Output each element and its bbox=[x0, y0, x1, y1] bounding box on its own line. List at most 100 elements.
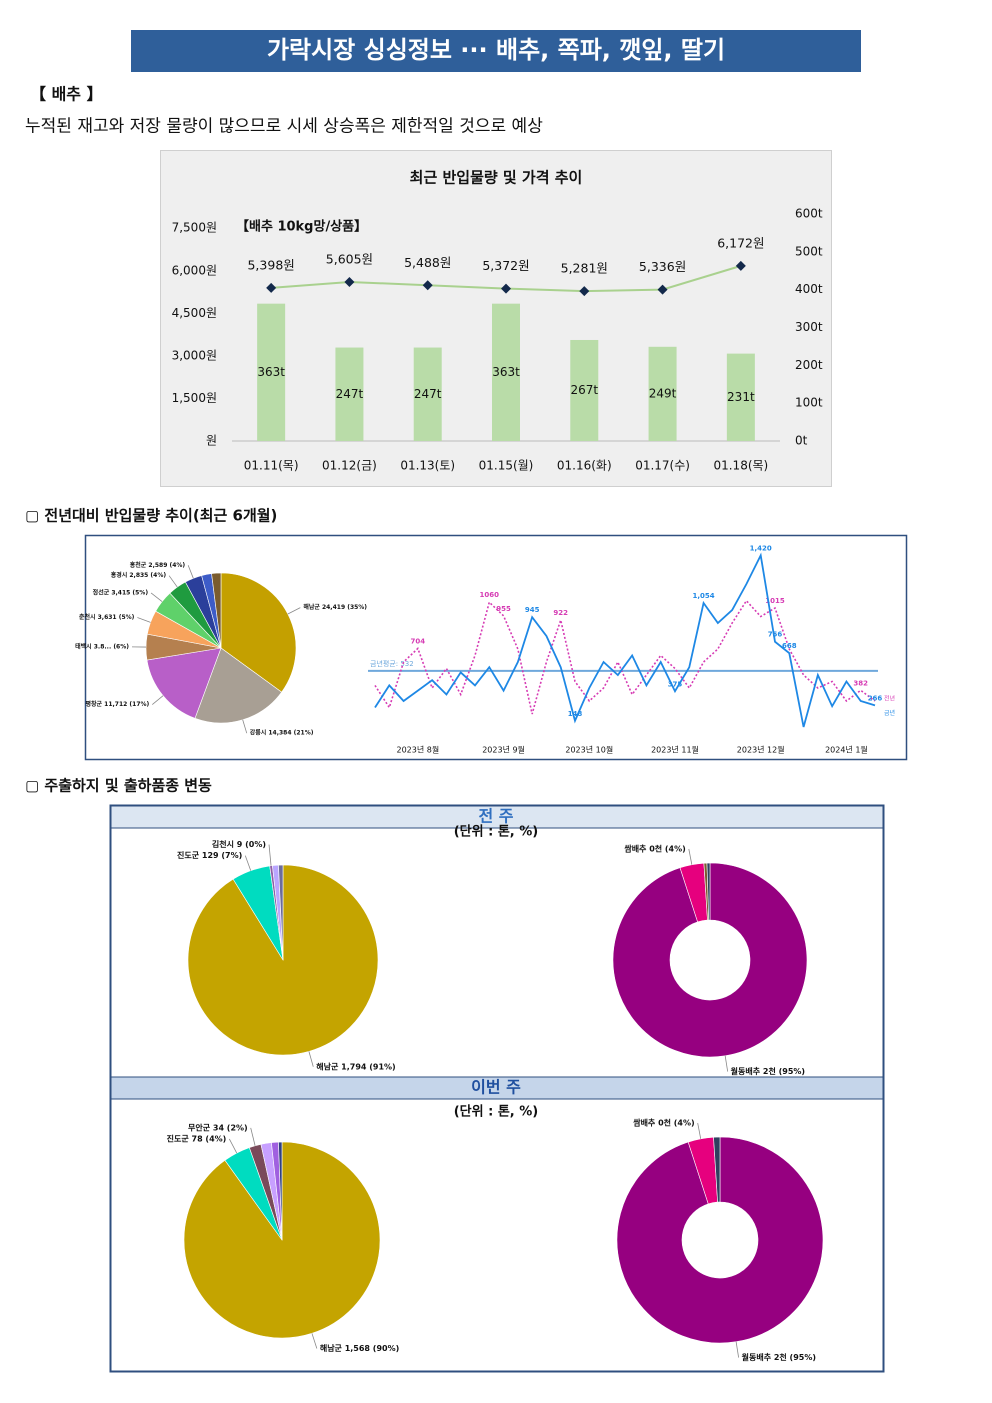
x-tick-label: 01.12(금) bbox=[322, 459, 377, 473]
y-tick-label: 7,500원 bbox=[172, 221, 217, 235]
slice-label: 쌈배추 0천 (4%) bbox=[633, 1118, 694, 1128]
bar bbox=[492, 303, 520, 441]
chart-title: 최근 반입물량 및 가격 추이 bbox=[410, 169, 583, 187]
y2-tick-label: 100t bbox=[795, 396, 823, 410]
slice-label: 진도군 129 (7%) bbox=[177, 850, 242, 860]
bar bbox=[726, 353, 755, 441]
x-tick-label: 01.11(목) bbox=[244, 459, 299, 473]
chart-subtitle: (단위 : 톤, %) bbox=[454, 824, 539, 840]
slice-label: 평창군 11,712 (17%) bbox=[86, 700, 150, 708]
data-label: 1,420 bbox=[750, 544, 772, 552]
marker bbox=[735, 260, 746, 271]
data-label: 1,054 bbox=[692, 592, 714, 600]
data-label: 922 bbox=[553, 609, 568, 617]
reference-label: 금년평균: 532 bbox=[370, 659, 414, 668]
legend-label: 금년 bbox=[884, 709, 895, 717]
pie-slice bbox=[146, 647, 222, 719]
leader-line bbox=[735, 1341, 740, 1358]
y-tick-label: 4,500원 bbox=[172, 306, 217, 320]
y2-tick-label: 400t bbox=[795, 282, 823, 296]
panel-title: 이번 주 bbox=[471, 1078, 521, 1097]
leader-line bbox=[244, 855, 252, 871]
y2-tick-label: 600t bbox=[795, 207, 823, 221]
marker bbox=[657, 284, 668, 295]
data-label: 955 bbox=[496, 605, 511, 613]
y-tick-label: 원 bbox=[206, 434, 217, 448]
y2-tick-label: 0t bbox=[795, 434, 808, 448]
panel-title: 전 주 bbox=[478, 807, 513, 826]
data-label: 5,372원 bbox=[482, 258, 529, 273]
bar bbox=[570, 339, 599, 441]
bar bbox=[257, 303, 286, 441]
data-label: 266 bbox=[868, 694, 883, 702]
bar bbox=[648, 346, 677, 441]
data-label: 756 bbox=[768, 631, 783, 639]
data-label: 363t bbox=[257, 365, 285, 379]
section-heading: ▢ 주출하지 및 출하품종 변동 bbox=[25, 777, 212, 795]
x-tick-label: 2023년 9월 bbox=[482, 745, 525, 755]
data-label: 5,281원 bbox=[561, 261, 608, 276]
leader-line bbox=[228, 1138, 238, 1154]
x-tick-label: 01.17(수) bbox=[635, 459, 690, 473]
marker bbox=[266, 282, 277, 293]
leader-line bbox=[187, 565, 194, 579]
leader-line bbox=[250, 1127, 256, 1146]
x-tick-label: 2023년 10월 bbox=[565, 745, 613, 755]
slice-label: 해남군 1,568 (90%) bbox=[320, 1343, 399, 1353]
summary: 누적된 재고와 저장 물량이 많으므로 시세 상승폭은 제한적일 것으로 예상 bbox=[25, 117, 543, 137]
page-title: 가락시장 싱싱정보 ··· 배추, 쪽파, 깻잎, 딸기 bbox=[267, 36, 725, 64]
data-label: 1060 bbox=[480, 591, 500, 599]
slice-label: 춘천시 3,631 (5%) bbox=[79, 613, 135, 621]
slice-label: 월동배추 2천 (95%) bbox=[742, 1352, 816, 1362]
data-label: 247t bbox=[414, 387, 442, 401]
y2-tick-label: 200t bbox=[795, 358, 823, 372]
leader-line bbox=[287, 607, 301, 615]
data-label: 5,398원 bbox=[247, 257, 294, 272]
slice-label: 홍경시 2,835 (4%) bbox=[111, 571, 167, 579]
data-label: 1015 bbox=[765, 597, 785, 605]
pie-slice bbox=[713, 1136, 721, 1203]
section-title: 【 배추 】 bbox=[30, 85, 103, 104]
slice-label: 진도군 78 (4%) bbox=[167, 1133, 227, 1143]
data-label: 945 bbox=[525, 606, 540, 614]
pie-slice bbox=[616, 1136, 824, 1344]
data-label: 363t bbox=[492, 365, 520, 379]
line bbox=[374, 552, 876, 728]
legend-label: 전년 bbox=[884, 695, 895, 703]
x-tick-label: 2024년 1월 bbox=[825, 745, 868, 755]
slice-label: 강릉시 14,384 (21%) bbox=[250, 729, 314, 737]
slice-label: 홍천군 2,589 (4%) bbox=[130, 561, 186, 569]
marker bbox=[344, 276, 355, 287]
slice-label: 월동배추 2천 (95%) bbox=[731, 1066, 805, 1076]
data-label: 382 bbox=[853, 679, 868, 687]
marker bbox=[579, 286, 590, 297]
slice-label: 태백시 3.8... (6%) bbox=[75, 642, 129, 650]
leader-line bbox=[242, 719, 248, 734]
data-label: 704 bbox=[411, 637, 426, 645]
leader-line bbox=[137, 617, 151, 623]
slice-label: 해남군 24,419 (35%) bbox=[303, 603, 367, 611]
y-tick-label: 6,000원 bbox=[172, 263, 217, 277]
x-tick-label: 2023년 11월 bbox=[651, 745, 699, 755]
chart-subtitle: (단위 : 톤, %) bbox=[454, 1104, 539, 1120]
data-label: 5,605원 bbox=[326, 251, 373, 266]
line bbox=[374, 599, 876, 715]
pie-slice bbox=[278, 864, 284, 961]
leader-line bbox=[311, 1333, 318, 1349]
leader-line bbox=[150, 592, 163, 602]
y2-tick-label: 300t bbox=[795, 320, 823, 334]
leader-line bbox=[697, 1123, 702, 1139]
data-label: 375 bbox=[668, 680, 683, 688]
y-tick-label: 3,000원 bbox=[172, 348, 217, 362]
pie-slice bbox=[211, 572, 222, 649]
pie-slice bbox=[612, 862, 808, 1058]
data-label: 267t bbox=[570, 383, 598, 397]
panel-header bbox=[110, 1076, 884, 1100]
leader-line bbox=[268, 844, 272, 866]
leader-line bbox=[152, 695, 164, 705]
pie-slice bbox=[278, 1141, 283, 1241]
bar bbox=[335, 347, 364, 441]
slice-label: 김천시 9 (0%) bbox=[212, 839, 266, 849]
data-label: 6,172원 bbox=[717, 235, 764, 250]
marker bbox=[501, 283, 511, 294]
